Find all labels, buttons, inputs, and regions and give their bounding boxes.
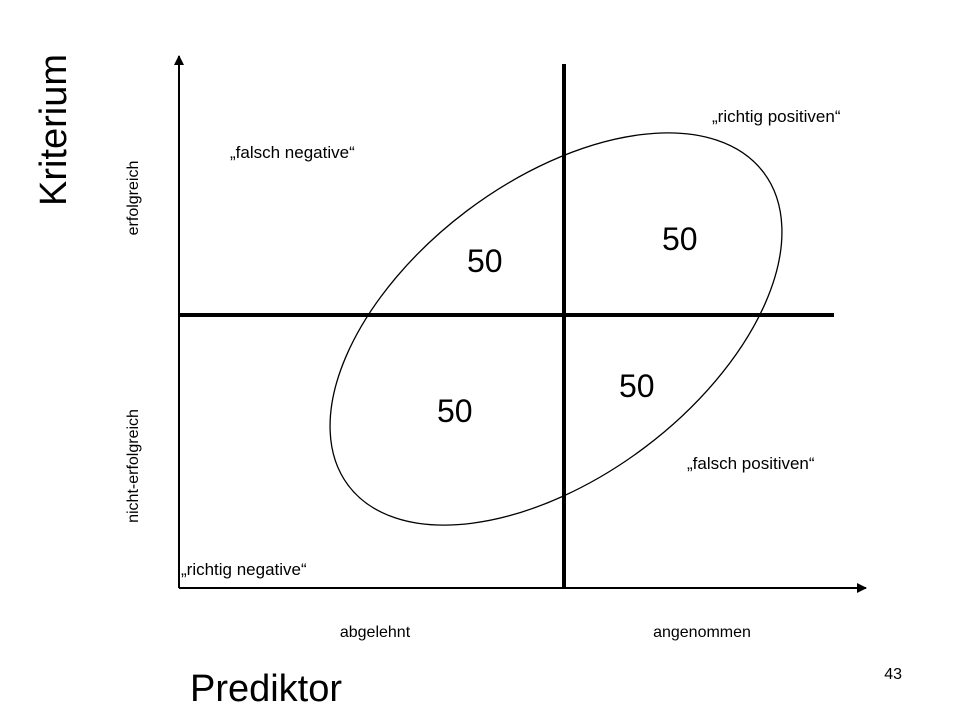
quadrant-bottom-left-count: 50 <box>437 393 473 429</box>
x-axis-left-label: abgelehnt <box>340 624 411 641</box>
quadrant-bottom-left-name: „richtig negative“ <box>181 560 307 579</box>
x-axis-title: Prediktor <box>190 668 342 710</box>
x-axis-right-label: angenommen <box>653 624 751 641</box>
correlation-ellipse <box>329 132 783 526</box>
quadrant-top-left-name: „falsch negative“ <box>230 143 355 162</box>
page-number: 43 <box>884 666 902 683</box>
quadrant-bottom-right-count: 50 <box>619 368 655 404</box>
y-axis-upper-label: erfolgreich <box>125 161 142 236</box>
y-axis-lower-label: nicht-erfolgreich <box>125 409 142 523</box>
quadrant-top-right-count: 50 <box>662 221 698 257</box>
quadrant-top-left-count: 50 <box>467 243 503 279</box>
y-axis-title: Kriterium <box>33 54 75 206</box>
quadrant-bottom-right-name: „falsch positiven“ <box>687 454 815 473</box>
quadrant-top-right-name: „richtig positiven“ <box>712 107 841 126</box>
